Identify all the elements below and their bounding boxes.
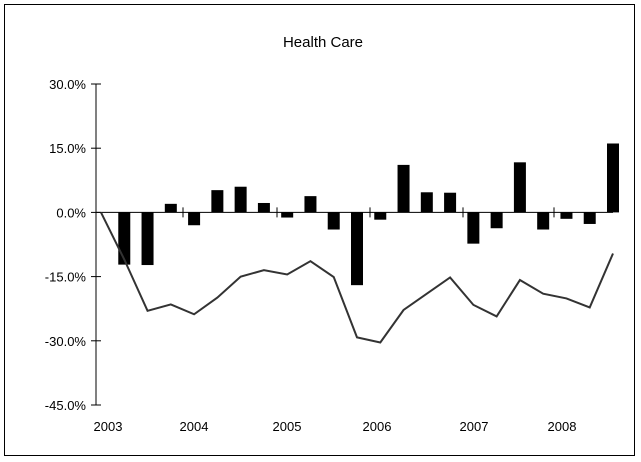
bar	[537, 212, 550, 230]
bar	[583, 212, 596, 224]
cumulative-line	[100, 211, 614, 344]
bar	[141, 212, 154, 266]
bar	[188, 212, 201, 226]
bar	[234, 186, 247, 213]
bar	[304, 196, 317, 213]
chart-canvas: Health Care 30.0% 15.0% 0.0% -15.0% -30.0% -4…	[45, 34, 619, 434]
y-tick-label: 0.0%	[56, 205, 86, 220]
bar	[467, 212, 480, 244]
bar	[607, 143, 619, 213]
x-tick-label: 2006	[363, 419, 392, 434]
bar	[118, 212, 131, 265]
x-tick-label: 2005	[273, 419, 302, 434]
bar	[560, 212, 573, 219]
x-tick-label: 2004	[180, 419, 209, 434]
bar	[513, 162, 526, 213]
y-tick-label: -30.0%	[45, 334, 87, 349]
bar	[397, 164, 410, 213]
y-tick-label: -15.0%	[45, 270, 87, 285]
y-tick-label: -45.0%	[45, 398, 87, 413]
y-tick-label: 15.0%	[49, 141, 86, 156]
bar	[420, 192, 433, 213]
x-tick-label: 2007	[460, 419, 489, 434]
chart-title: Health Care	[283, 34, 363, 51]
bar-series	[118, 143, 619, 286]
bar	[444, 192, 457, 213]
bar	[257, 202, 270, 213]
y-tick-label: 30.0%	[49, 77, 86, 92]
bar	[164, 203, 177, 213]
bar	[374, 212, 387, 220]
bar	[351, 212, 363, 286]
x-tick-label: 2003	[94, 419, 123, 434]
bar	[490, 212, 503, 229]
line-series	[100, 211, 614, 344]
bar	[281, 212, 294, 218]
bar	[211, 190, 224, 213]
chart-frame: Health Care 30.0% 15.0% 0.0% -15.0% -30.0% -4…	[4, 4, 635, 456]
bar	[327, 212, 340, 230]
x-tick-label: 2008	[548, 419, 577, 434]
